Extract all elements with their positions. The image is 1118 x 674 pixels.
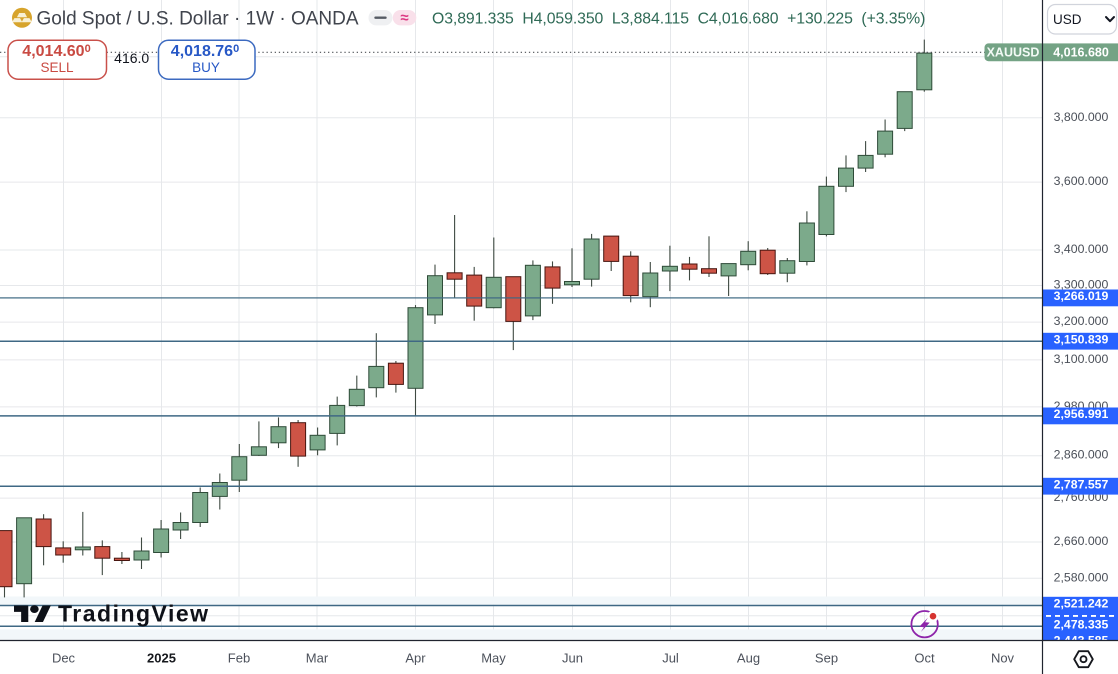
svg-text:2,956.991: 2,956.991: [1054, 407, 1109, 421]
svg-text:3,400.000: 3,400.000: [1054, 242, 1109, 256]
svg-text:Gold Spot / U.S. Dollar · 1W ·: Gold Spot / U.S. Dollar · 1W · OANDA: [37, 8, 359, 29]
svg-text:2,787.557: 2,787.557: [1054, 477, 1109, 491]
svg-text:2,478.335: 2,478.335: [1054, 617, 1109, 631]
svg-text:Sep: Sep: [815, 651, 838, 666]
svg-text:2,521.242: 2,521.242: [1054, 597, 1109, 611]
svg-text:3,200.000: 3,200.000: [1054, 314, 1109, 328]
svg-text:2,660.000: 2,660.000: [1054, 534, 1109, 548]
svg-text:TradingView: TradingView: [58, 600, 210, 626]
svg-text:Jun: Jun: [562, 651, 583, 666]
svg-text:Apr: Apr: [405, 651, 426, 666]
svg-text:2025: 2025: [147, 651, 176, 666]
svg-text:Feb: Feb: [228, 651, 250, 666]
svg-text:3,150.839: 3,150.839: [1054, 332, 1109, 346]
svg-text:4,014.600: 4,014.600: [22, 43, 90, 60]
svg-text:Dec: Dec: [52, 651, 76, 666]
svg-text:4,016.680: 4,016.680: [1053, 46, 1109, 60]
svg-text:Nov: Nov: [991, 651, 1015, 666]
svg-text:USD: USD: [1053, 12, 1082, 27]
svg-text:O3,891.335 H4,059.350 L3,884: O3,891.335 H4,059.350 L3,884.115 C4,016.…: [432, 10, 925, 27]
svg-text:4,018.760: 4,018.760: [171, 43, 239, 60]
svg-text:416.0: 416.0: [114, 50, 149, 66]
svg-text:Oct: Oct: [914, 651, 935, 666]
svg-text:XAUUSD: XAUUSD: [987, 46, 1040, 60]
svg-text:≈: ≈: [400, 10, 408, 27]
svg-text:Jul: Jul: [662, 651, 679, 666]
svg-text:3,600.000: 3,600.000: [1054, 174, 1109, 188]
svg-text:3,300.000: 3,300.000: [1054, 278, 1109, 292]
svg-text:BUY: BUY: [192, 60, 220, 75]
svg-text:2,580.000: 2,580.000: [1054, 570, 1109, 584]
svg-text:3,800.000: 3,800.000: [1054, 110, 1109, 124]
svg-text:Aug: Aug: [737, 651, 760, 666]
svg-text:Mar: Mar: [306, 651, 329, 666]
svg-text:SELL: SELL: [40, 60, 74, 75]
svg-text:2,860.000: 2,860.000: [1054, 448, 1109, 462]
svg-text:May: May: [481, 651, 506, 666]
svg-text:3,100.000: 3,100.000: [1054, 352, 1109, 366]
svg-text:3,266.019: 3,266.019: [1054, 289, 1109, 303]
